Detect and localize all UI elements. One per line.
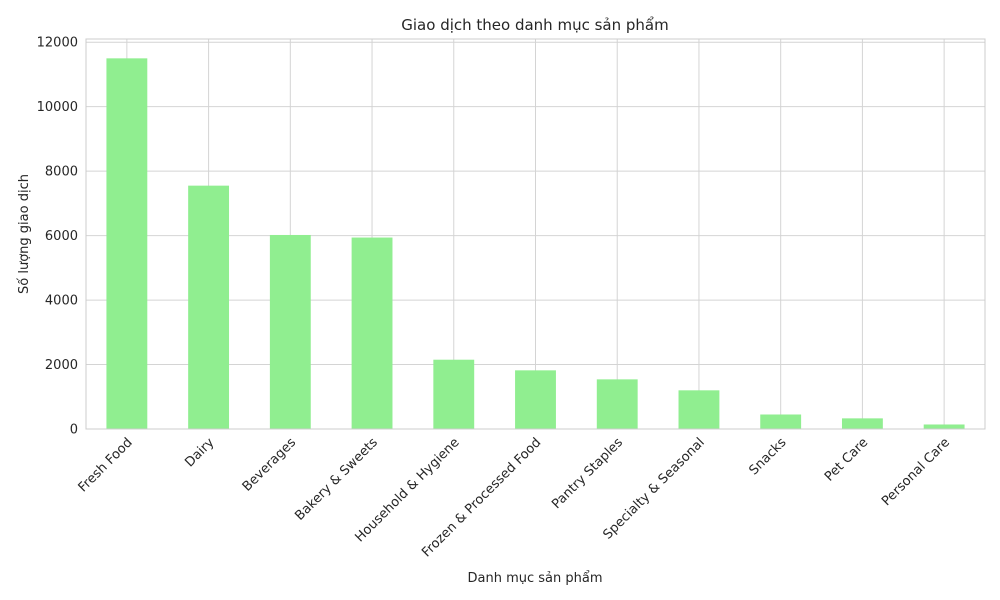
y-tick-label: 10000 [37,100,78,115]
bar [923,424,965,429]
y-tick-label: 2000 [45,358,78,373]
x-tick-label: Pet Care [822,435,871,484]
bar [678,390,720,429]
x-tick-label: Bakery & Sweets [292,435,381,524]
bar [351,237,393,429]
bar [596,379,638,429]
y-tick-label: 8000 [45,165,78,180]
y-tick-label: 12000 [37,36,78,51]
x-tick-label: Beverages [240,435,300,495]
bar [106,58,148,430]
grid-lines [86,39,985,430]
bar [515,370,556,429]
bar [433,359,475,429]
x-tick-label: Dairy [182,435,217,470]
x-axis-label: Danh mục sản phẩm [467,571,602,586]
x-tick-label: Fresh Food [76,435,136,495]
y-tick-label: 0 [70,423,78,438]
y-axis-label: Số lượng giao dịch [17,174,32,294]
bar [760,414,802,429]
x-tick-label: Snacks [746,435,789,478]
bar [269,234,311,429]
bar [188,185,230,429]
chart-title: Giao dịch theo danh mục sản phẩm [401,16,668,34]
plot-frame [85,38,986,430]
y-tick-labels: 0 2000 4000 6000 8000 10000 12000 [37,36,78,438]
bar [841,418,883,429]
bars [106,58,965,430]
x-tick-label: Pantry Staples [549,435,626,512]
y-tick-label: 4000 [45,294,78,309]
x-tick-label: Personal Care [879,435,953,509]
y-tick-label: 6000 [45,229,78,244]
